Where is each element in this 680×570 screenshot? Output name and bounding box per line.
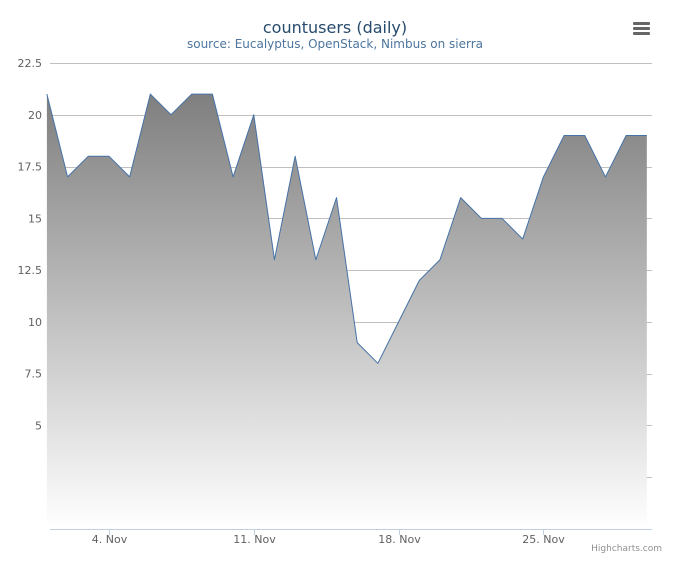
x-tick-label: 25. Nov	[522, 533, 565, 546]
y-tick-label: 15	[28, 212, 42, 225]
y-tick-label: 17.5	[18, 161, 43, 174]
x-tick-label: 11. Nov	[233, 533, 276, 546]
axes	[50, 529, 652, 535]
y-tick-label: 5	[35, 419, 42, 432]
series-area	[46, 93, 647, 530]
y-tick-label: 22.5	[18, 57, 43, 70]
x-tick-label: 4. Nov	[92, 533, 128, 546]
y-tick-label: 7.5	[25, 368, 43, 381]
y-tick-label: 20	[28, 109, 42, 122]
tick-labels: 5 7.5 10 12.5 15 17.5 20 22.5 4. Nov 11. Nov 18. N…	[18, 57, 566, 546]
credits-link[interactable]: Highcharts.com	[591, 544, 662, 554]
y-tick-label: 10	[28, 316, 42, 329]
y-tick-label: 12.5	[18, 264, 43, 277]
x-tick-label: 18. Nov	[378, 533, 421, 546]
chart-title: countusers (daily)	[263, 18, 407, 37]
hamburger-menu-icon[interactable]	[628, 18, 654, 40]
area-fill	[46, 94, 647, 530]
series-line	[46, 93, 647, 364]
chart-subtitle: source: Eucalyptus, OpenStack, Nimbus on…	[187, 37, 483, 51]
